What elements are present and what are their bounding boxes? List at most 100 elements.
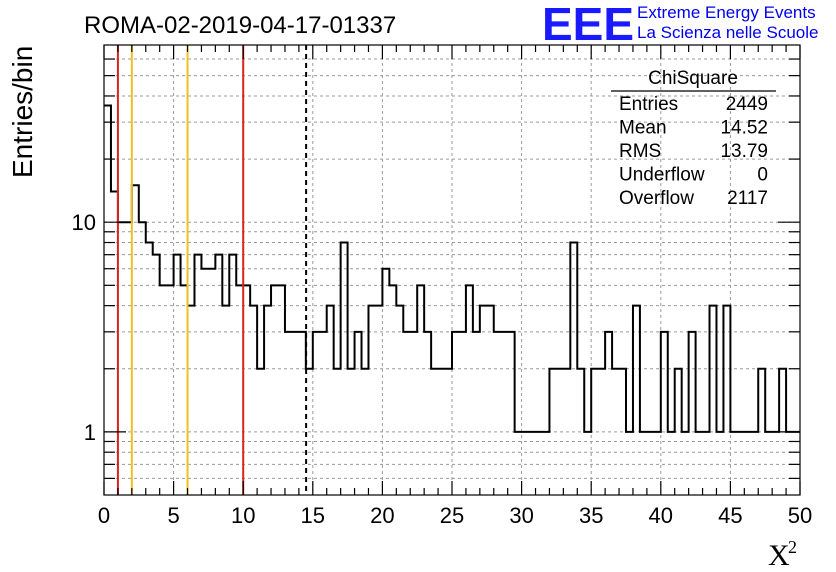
- stats-row-label: RMS: [619, 141, 661, 162]
- histogram-bin: [125, 222, 132, 515]
- histogram-bin: [362, 369, 369, 515]
- histogram-bin: [710, 306, 717, 515]
- histogram-bin: [577, 369, 584, 515]
- logo-letters: EEE: [542, 0, 634, 50]
- histogram-bin: [549, 369, 556, 515]
- histogram-bin: [612, 369, 619, 515]
- histogram-bin: [250, 306, 257, 515]
- histogram-bin: [396, 306, 403, 515]
- histogram-bin: [438, 369, 445, 515]
- histogram-bin: [633, 306, 640, 515]
- stats-row-label: Entries: [619, 94, 678, 115]
- histogram-bin: [375, 306, 382, 515]
- x-tick-label: 30: [509, 503, 533, 528]
- stats-row-value: 2117: [727, 188, 768, 209]
- x-tick-label: 20: [370, 503, 394, 528]
- histogram-bin: [703, 432, 710, 515]
- histogram-bin: [459, 332, 466, 515]
- histogram-bin: [675, 369, 682, 515]
- logo-line-2: La Scienza nelle Scuole: [637, 23, 818, 42]
- x-tick-label: 45: [718, 503, 742, 528]
- stats-row-value: 13.79: [720, 141, 768, 162]
- histogram-bin: [389, 285, 396, 515]
- histogram-bin: [570, 243, 577, 515]
- x-tick-label: 40: [649, 503, 673, 528]
- histogram-bin: [417, 285, 424, 515]
- x-tick-label: 25: [440, 503, 464, 528]
- histogram-bin: [619, 369, 626, 515]
- x-axis-label: X: [768, 539, 790, 572]
- histogram-bin: [758, 369, 765, 515]
- y-axis-label: Entries/bin: [7, 46, 38, 178]
- histogram-bin: [257, 369, 264, 515]
- histogram-outline: [104, 104, 800, 433]
- histogram-bin: [341, 243, 348, 515]
- histogram-bin: [410, 332, 417, 515]
- histogram-bin: [661, 332, 668, 515]
- histogram-bin: [828, 432, 835, 515]
- histogram-bin: [355, 332, 362, 515]
- histogram-bin: [111, 192, 118, 515]
- histogram-bin: [751, 432, 758, 515]
- histogram-bin: [542, 432, 549, 515]
- histogram-bin: [744, 432, 751, 515]
- chart-title: ROMA-02-2019-04-17-01337: [84, 12, 396, 39]
- histogram-bin: [480, 306, 487, 515]
- histogram-bin: [452, 332, 459, 515]
- histogram-bin: [271, 285, 278, 515]
- histogram-bin: [153, 255, 160, 515]
- histogram-bin: [146, 243, 153, 515]
- histogram-bin: [591, 369, 598, 515]
- histogram-bin: [201, 269, 208, 515]
- histogram-bin: [327, 306, 334, 515]
- histogram-bin: [313, 332, 320, 515]
- histogram-bin: [299, 332, 306, 515]
- axis-ticks: 0 5 10 15 20 25 30 35 40 45 50 1 10: [72, 45, 812, 528]
- stats-row-label: Overflow: [619, 188, 694, 209]
- eee-logo: EEE Extreme Energy Events La Scienza nel…: [542, 0, 818, 50]
- histogram-bin: [229, 255, 236, 515]
- histogram-bin: [466, 285, 473, 515]
- x-tick-label: 15: [301, 503, 325, 528]
- histogram-bin: [445, 369, 452, 515]
- reference-lines: [116, 45, 308, 495]
- histogram-bin: [487, 306, 494, 515]
- histogram-bin: [348, 369, 355, 515]
- x-tick-label: 5: [167, 503, 179, 528]
- histogram-bin: [382, 269, 389, 515]
- histogram-bin: [278, 285, 285, 515]
- histogram-bin: [772, 432, 779, 515]
- histogram-bin: [118, 222, 125, 515]
- histogram-bin: [501, 332, 508, 515]
- histogram-bin: [473, 332, 480, 515]
- histogram-bin: [431, 369, 438, 515]
- stats-row-value: 0: [757, 165, 768, 186]
- y-tick-label: 1: [84, 420, 96, 445]
- stats-row-value: 14.52: [720, 118, 768, 139]
- histogram-bin: [188, 306, 195, 515]
- histogram-bin: [181, 285, 188, 515]
- histogram-bin: [556, 369, 563, 515]
- histogram-bin: [222, 306, 229, 515]
- histogram-bin: [236, 285, 243, 515]
- histogram-bin: [689, 332, 696, 515]
- logo-line-1: Extreme Energy Events: [637, 3, 816, 22]
- histogram-bin: [132, 185, 139, 515]
- histogram-bin: [424, 332, 431, 515]
- histogram-bin: [779, 369, 786, 515]
- histogram-bin: [174, 255, 181, 515]
- histogram-bin: [605, 332, 612, 515]
- histogram-bin: [765, 432, 772, 515]
- histogram-bin: [814, 432, 821, 515]
- histogram-bin: [626, 432, 633, 515]
- x-tick-label: 0: [98, 503, 110, 528]
- stats-box: ChiSquare Entries 2449 Mean 14.52 RMS 13.79 Un…: [611, 68, 776, 209]
- histogram-bin: [508, 332, 515, 515]
- x-tick-label: 50: [788, 503, 812, 528]
- histogram-bin: [285, 332, 292, 515]
- histogram-bin: [292, 332, 299, 515]
- histogram-bin: [368, 306, 375, 515]
- stats-title: ChiSquare: [648, 68, 738, 89]
- histogram-bin: [598, 369, 605, 515]
